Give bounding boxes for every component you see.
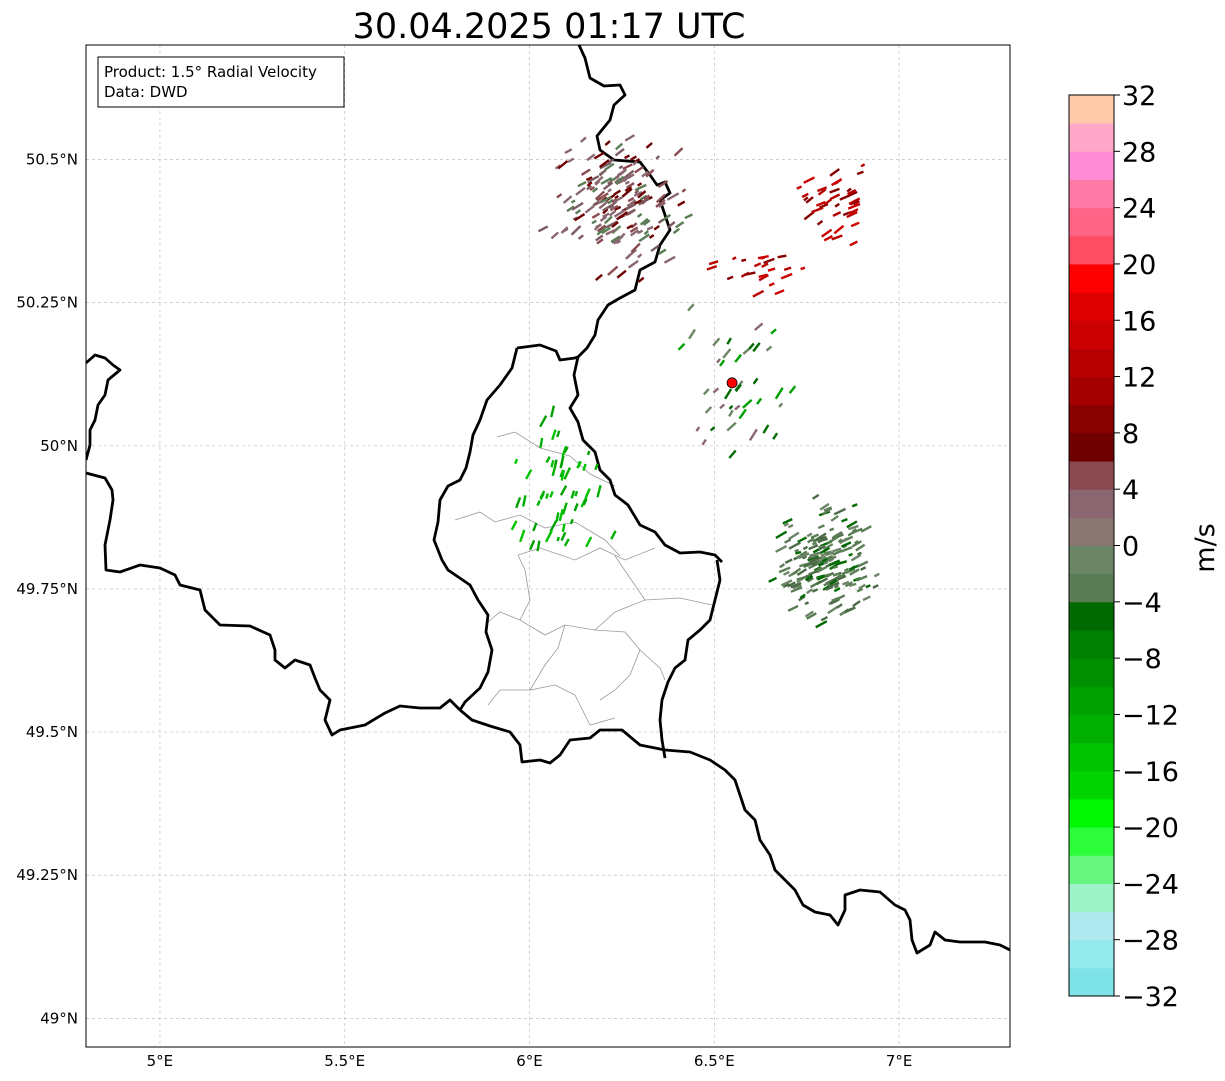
colorbar: 32 28 24 20 16 12 8 4 0 −4 −8 −12 −16 −20 −24 −28 −32 m/… (1068, 81, 1221, 1013)
colorbar-segment (1069, 95, 1114, 124)
x-tick-label: 7°E (886, 1052, 913, 1070)
colorbar-segment (1069, 770, 1114, 800)
colorbar-segment (1069, 292, 1114, 321)
germany-france-border (664, 748, 1010, 955)
y-tick-label: 49°N (40, 1009, 78, 1027)
colorbar-segment (1069, 855, 1114, 884)
colorbar-segment (1069, 629, 1114, 659)
colorbar-tick-label: −28 (1122, 926, 1179, 957)
colorbar-tick-label: −8 (1122, 644, 1162, 675)
colorbar-segment (1069, 348, 1114, 378)
x-tick-label: 6°E (516, 1052, 543, 1070)
colorbar-segment (1069, 827, 1114, 856)
colorbar-segment (1069, 489, 1114, 518)
luxembourg-belgium-border (432, 343, 579, 711)
colorbar-ticks: 32 28 24 20 16 12 8 4 0 −4 −8 −12 −16 −20 −24 −28 −32 (1114, 81, 1179, 1013)
colorbar-segment (1069, 545, 1114, 575)
colorbar-tick-label: 0 (1122, 532, 1139, 563)
product-label: Product: 1.5° Radial Velocity (104, 63, 317, 81)
colorbar-tick-label: 20 (1122, 250, 1156, 281)
belgium-france-border (86, 471, 461, 737)
x-tick-label: 5°E (147, 1052, 174, 1070)
admin-boundaries (454, 431, 713, 726)
colorbar-segment (1069, 151, 1114, 180)
y-tick-label: 49.5°N (26, 723, 78, 741)
colorbar-segment (1069, 658, 1114, 687)
map-area[interactable]: Product: 1.5° Radial Velocity Data: DWD … (16, 44, 1011, 1070)
belgium-germany-border (568, 45, 723, 563)
colorbar-segments (1069, 95, 1114, 997)
colorbar-tick-label: 4 (1122, 475, 1139, 506)
colorbar-segment (1069, 404, 1114, 434)
colorbar-tick-label: 32 (1122, 81, 1156, 112)
colorbar-segment (1069, 967, 1114, 997)
colorbar-segment (1069, 461, 1114, 490)
luxembourg-france-border (459, 708, 666, 765)
map-frame (85, 44, 1011, 1048)
x-axis-ticks: 5°E 5.5°E 6°E 6.5°E 7°E (147, 1052, 913, 1070)
colorbar-segment (1069, 714, 1114, 744)
luxembourg-velocity-cluster (510, 405, 617, 552)
northeast-velocity-cluster (796, 163, 866, 247)
y-tick-label: 49.25°N (16, 866, 78, 884)
north-velocity-cluster (537, 134, 693, 283)
west-border-fragment (86, 353, 122, 461)
radar-vicinity-cluster (677, 303, 797, 459)
colorbar-segment (1069, 263, 1114, 293)
colorbar-segment (1069, 911, 1114, 941)
colorbar-tick-label: 8 (1122, 419, 1139, 450)
colorbar-tick-label: −20 (1122, 813, 1179, 844)
plot-title: 30.04.2025 01:17 UTC (353, 7, 746, 47)
colorbar-segment (1069, 320, 1114, 349)
y-tick-label: 50°N (40, 437, 78, 455)
country-borders (86, 45, 1010, 955)
east-velocity-cluster (768, 493, 880, 629)
colorbar-segment (1069, 432, 1114, 462)
y-axis-ticks: 50.5°N 50.25°N 50°N 49.75°N 49.5°N 49.25°N 49°… (16, 151, 78, 1028)
colorbar-label: m/s (1190, 523, 1221, 572)
colorbar-segment (1069, 742, 1114, 772)
x-tick-label: 5.5°E (324, 1052, 365, 1070)
luxembourg-germany-border (658, 559, 722, 759)
info-box-frame (97, 56, 345, 108)
y-tick-label: 50.25°N (16, 294, 78, 312)
colorbar-tick-label: 12 (1122, 363, 1156, 394)
colorbar-tick-label: −16 (1122, 757, 1179, 788)
source-label: Data: DWD (104, 83, 188, 101)
gridlines (86, 45, 1010, 1047)
colorbar-segment (1069, 376, 1114, 406)
y-tick-label: 50.5°N (26, 151, 78, 169)
map-background (86, 45, 1010, 1047)
colorbar-tick-label: 24 (1122, 194, 1156, 225)
info-box: Product: 1.5° Radial Velocity Data: DWD (97, 56, 345, 108)
colorbar-tick-label: 28 (1122, 137, 1156, 168)
colorbar-tick-label: 16 (1122, 306, 1156, 337)
colorbar-segment (1069, 123, 1114, 152)
colorbar-tick-label: −24 (1122, 869, 1179, 900)
colorbar-segment (1069, 235, 1114, 265)
mid-velocity-cluster (706, 254, 806, 298)
colorbar-tick-label: −32 (1122, 982, 1179, 1013)
x-tick-label: 6.5°E (694, 1052, 735, 1070)
radar-site-marker[interactable] (726, 377, 738, 389)
colorbar-segment (1069, 798, 1114, 828)
y-tick-label: 49.75°N (16, 580, 78, 598)
colorbar-segment (1069, 207, 1114, 237)
colorbar-segment (1069, 601, 1114, 631)
colorbar-segment (1069, 517, 1114, 546)
colorbar-segment (1069, 939, 1114, 969)
colorbar-segment (1069, 883, 1114, 913)
velocity-echoes (510, 134, 880, 629)
colorbar-segment (1069, 179, 1114, 209)
colorbar-segment (1069, 573, 1114, 603)
colorbar-tick-label: −12 (1122, 700, 1179, 731)
colorbar-segment (1069, 686, 1114, 715)
colorbar-tick-label: −4 (1122, 588, 1162, 619)
